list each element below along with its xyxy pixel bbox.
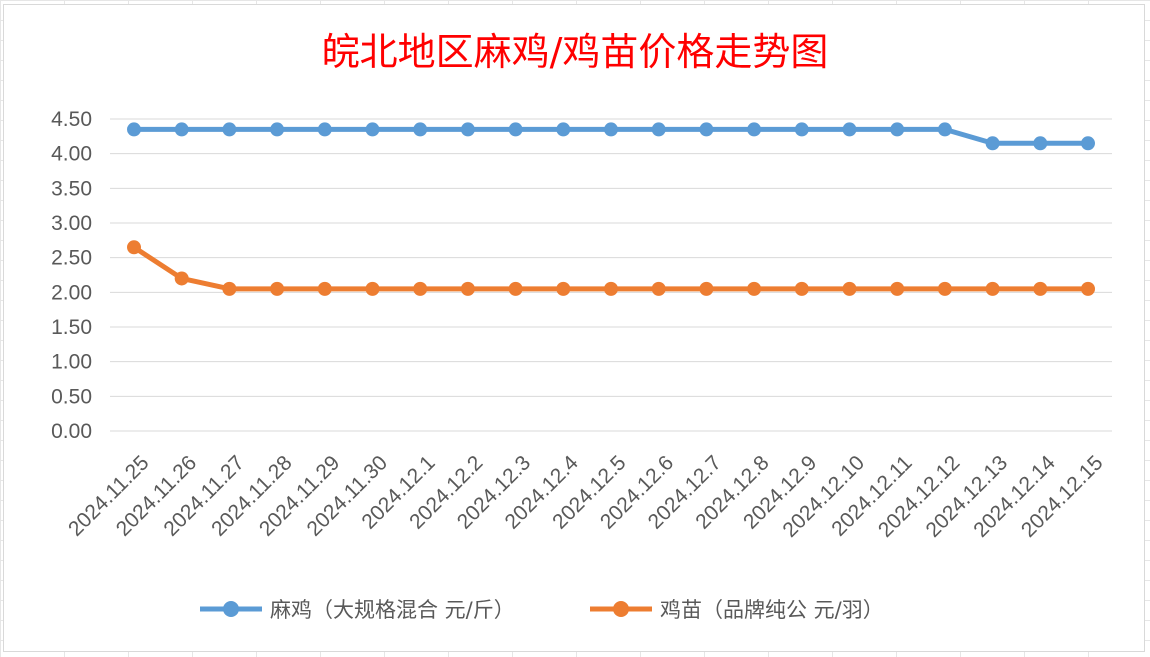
data-point [794, 281, 809, 296]
data-point [604, 281, 618, 296]
data-point [842, 281, 857, 296]
y-tick-label: 4.50 [51, 108, 92, 131]
data-point [794, 122, 809, 137]
data-point [413, 281, 428, 296]
data-point [127, 240, 141, 255]
data-point [222, 122, 237, 137]
data-point [317, 122, 332, 137]
y-tick-label: 1.50 [51, 316, 92, 339]
y-tick-label: 2.50 [51, 247, 92, 270]
legend-marker [223, 601, 239, 617]
y-tick-label: 3.50 [51, 177, 92, 200]
y-tick-label: 0.50 [51, 385, 92, 408]
data-point [556, 281, 571, 296]
series-2 [127, 240, 1095, 296]
data-point [747, 281, 762, 296]
chart-title: 皖北地区麻鸡/鸡苗价格走势图 [322, 30, 829, 74]
data-point [1081, 281, 1095, 296]
data-point [985, 136, 1000, 151]
data-point [127, 122, 141, 137]
data-point [413, 122, 428, 137]
x-axis: 2024.11.252024.11.262024.11.272024.11.28… [64, 451, 1107, 542]
legend-label: 鸡苗（品牌纯公 元/羽） [660, 598, 884, 622]
data-point [890, 281, 905, 296]
data-point [508, 122, 523, 137]
data-point [222, 281, 237, 296]
data-point [604, 122, 618, 137]
y-axis: 0.00 0.50 1.00 1.50 2.00 2.50 3.00 3.50 4.00 4.50 [51, 108, 92, 443]
data-point [460, 281, 475, 296]
y-tick-label: 0.00 [51, 420, 92, 443]
data-point [747, 122, 762, 137]
data-point [699, 281, 714, 296]
y-tick-label: 1.00 [51, 351, 92, 374]
data-point [1033, 281, 1048, 296]
data-point [890, 122, 905, 137]
data-point [460, 122, 475, 137]
data-point [1081, 136, 1095, 151]
data-point [842, 122, 857, 137]
legend: 麻鸡（大规格混合 元/斤） 鸡苗（品牌纯公 元/羽） [200, 598, 884, 622]
data-point [985, 281, 1000, 296]
data-point [651, 281, 666, 296]
data-point [556, 122, 571, 137]
data-point [317, 281, 332, 296]
series-1 [127, 122, 1095, 151]
data-point [699, 122, 714, 137]
data-point [174, 122, 189, 137]
data-point [270, 281, 285, 296]
chart-area[interactable] [3, 4, 1145, 652]
data-point [937, 122, 952, 137]
y-tick-label: 2.00 [51, 281, 92, 304]
data-point [937, 281, 952, 296]
data-point [651, 122, 666, 137]
series-group [127, 122, 1095, 296]
gridlines [110, 118, 1112, 432]
data-point [365, 122, 380, 137]
y-tick-label: 4.00 [51, 143, 92, 166]
data-point [365, 281, 380, 296]
data-point [174, 271, 189, 286]
data-point [270, 122, 285, 137]
data-point [1033, 136, 1048, 151]
y-tick-label: 3.00 [51, 212, 92, 235]
data-point [508, 281, 523, 296]
legend-label: 麻鸡（大规格混合 元/斤） [270, 598, 515, 622]
legend-marker [613, 601, 629, 617]
